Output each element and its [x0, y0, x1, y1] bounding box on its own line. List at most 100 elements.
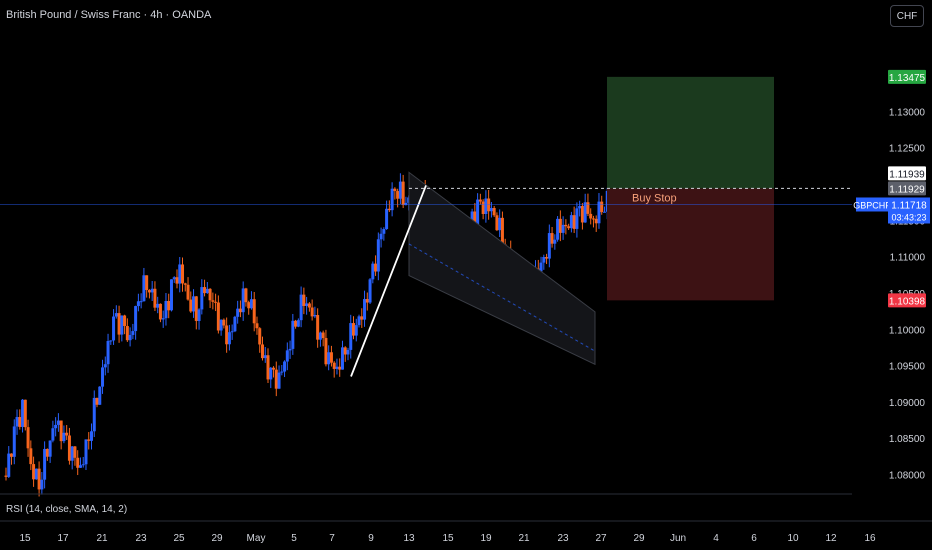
candle-body — [95, 397, 99, 405]
candle-body — [172, 277, 176, 280]
time-tick-label: 23 — [135, 533, 147, 544]
candle-body — [186, 284, 190, 300]
candle-body — [305, 303, 309, 306]
candle-body — [291, 320, 295, 349]
candle-body — [101, 367, 105, 387]
target-zone — [607, 76, 774, 189]
price-tick-label: 1.08500 — [889, 434, 926, 445]
price-tick-label: 1.09000 — [889, 398, 926, 409]
candle-body — [269, 367, 273, 380]
candle-body — [396, 191, 400, 199]
candle-body — [382, 229, 386, 234]
time-tick-label: 12 — [825, 533, 837, 544]
candle-body — [283, 361, 287, 372]
time-tick-label: 15 — [19, 533, 31, 544]
candle-body — [578, 206, 582, 209]
candle-body — [602, 211, 606, 213]
candle-body — [327, 352, 331, 365]
price-tick-label: 1.13000 — [889, 107, 926, 118]
candle-body — [553, 239, 557, 244]
candle-body — [580, 206, 584, 223]
candle-body — [136, 301, 140, 307]
candle-body — [332, 362, 336, 369]
time-tick-label: 21 — [96, 533, 108, 544]
candle-body — [357, 316, 361, 326]
candle-body — [120, 315, 124, 335]
entry-alt-price-tag-text: 1.11929 — [889, 184, 925, 195]
candle-body — [76, 457, 80, 468]
entry-alt-price-tag: 1.11929 — [888, 181, 926, 196]
time-tick-label: 5 — [291, 533, 297, 544]
candle-body — [15, 417, 19, 427]
candle-body — [37, 468, 41, 490]
candle-body — [194, 296, 198, 321]
candle-body — [18, 417, 22, 427]
candle-body — [45, 448, 49, 457]
candle-body — [81, 464, 85, 466]
candle-body — [134, 306, 138, 332]
entry-price-tag-bg — [888, 166, 926, 181]
candle-body — [495, 215, 499, 231]
price-axis[interactable]: 1.130001.125001.115001.110001.105001.100… — [853, 69, 930, 482]
candle-body — [542, 257, 546, 263]
candle-body — [158, 303, 162, 320]
entry-alt-price-tag-bg — [888, 181, 926, 196]
candle-body — [238, 308, 242, 313]
target-price-tag: 1.13475 — [888, 69, 926, 84]
time-tick-label: Jun — [670, 533, 686, 544]
candle-body — [150, 288, 154, 293]
rsi-indicator-label[interactable]: RSI (14, close, SMA, 14, 2) — [6, 504, 128, 515]
candle-body — [78, 465, 82, 468]
candle-body — [203, 287, 207, 294]
candle-body — [335, 366, 339, 369]
candle-body — [498, 217, 502, 231]
candle-body — [214, 301, 218, 303]
current-price-bg — [888, 197, 930, 224]
candle-body — [594, 218, 598, 224]
candle-body — [183, 283, 187, 285]
candle-body — [216, 302, 220, 331]
time-tick-label: 29 — [633, 533, 645, 544]
candle-body — [244, 288, 248, 303]
candle-body — [365, 299, 369, 303]
candle-body — [87, 439, 91, 441]
candle-body — [567, 226, 571, 229]
time-tick-label: 21 — [518, 533, 530, 544]
target-price-tag-text: 1.13475 — [889, 73, 926, 84]
time-tick-label: 10 — [787, 533, 799, 544]
candle-body — [114, 313, 118, 317]
candle-body — [34, 468, 38, 480]
candle-body — [473, 211, 477, 226]
time-tick-label: 17 — [57, 533, 69, 544]
candle-body — [56, 420, 60, 425]
candle-body — [285, 350, 289, 362]
candle-body — [404, 202, 408, 206]
candle-body — [401, 181, 405, 206]
currency-button[interactable]: CHF — [890, 5, 924, 27]
candle-body — [161, 318, 165, 320]
candle-body — [478, 199, 482, 202]
candle-body — [352, 323, 356, 336]
candle-body — [98, 386, 102, 405]
candle-body — [23, 399, 27, 428]
candle-body — [200, 287, 204, 310]
candle-body — [156, 303, 160, 308]
time-axis[interactable]: 15 17 21 23 25 29 May 5 7 9 13 15 19 21 23 27 29 Jun 4 6 10 1… — [19, 533, 876, 544]
candle-body — [40, 479, 44, 490]
symbol-title: British Pound / Swiss Franc · 4h · OANDA — [6, 9, 212, 21]
candle-body — [181, 264, 185, 284]
candle-body — [258, 328, 262, 345]
candle-body — [484, 198, 488, 214]
candle-body — [117, 313, 121, 335]
candle-body — [73, 446, 77, 458]
price-tick-label: 1.08000 — [889, 471, 926, 482]
candle-body — [139, 301, 143, 303]
candle-body — [313, 315, 317, 317]
candle-body — [274, 369, 278, 389]
candle-body — [363, 299, 367, 320]
time-tick-label: 4 — [713, 533, 719, 544]
entry-price-tag-text: 1.11939 — [889, 169, 925, 180]
candle-body — [266, 355, 270, 380]
